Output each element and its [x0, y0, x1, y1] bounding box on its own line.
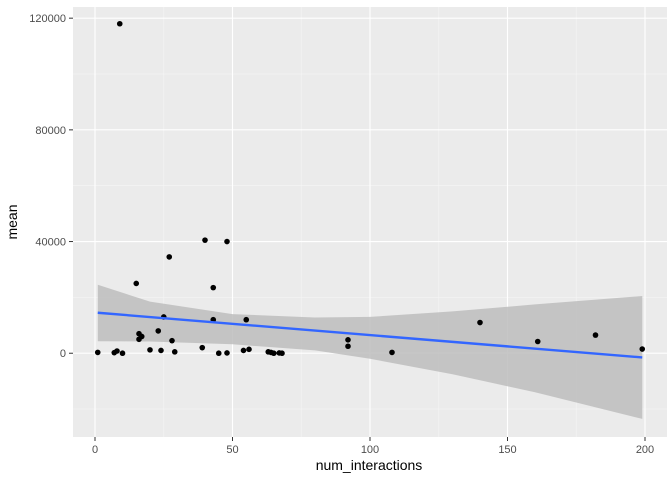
data-point	[202, 237, 208, 243]
data-points	[94, 20, 646, 357]
data-point	[270, 350, 277, 357]
data-point	[240, 347, 247, 354]
data-point	[199, 344, 206, 351]
data-point	[171, 349, 178, 355]
data-point	[158, 347, 164, 354]
regression-line	[97, 311, 643, 359]
data-point	[210, 284, 217, 291]
data-point	[94, 349, 101, 356]
data-point	[114, 348, 120, 354]
x-tick-label: 50	[226, 444, 238, 456]
data-point	[166, 254, 173, 260]
data-point	[243, 316, 250, 323]
y-axis-ticks: 0 40000 80000 120000	[29, 13, 73, 360]
y-tick-label: 120000	[29, 13, 66, 25]
data-point	[224, 238, 230, 245]
x-axis-title: num_interactions	[316, 457, 423, 473]
data-point	[138, 333, 145, 340]
data-point	[246, 346, 252, 353]
data-point	[279, 350, 285, 357]
data-point	[389, 349, 395, 356]
y-tick-label: 80000	[35, 125, 66, 137]
x-tick-label: 0	[92, 444, 98, 456]
data-point	[345, 343, 351, 350]
data-point	[224, 350, 230, 356]
data-point	[116, 20, 123, 27]
data-point	[639, 346, 646, 352]
confidence-band	[97, 284, 643, 419]
data-point	[147, 347, 153, 353]
x-tick-label: 100	[361, 444, 379, 456]
data-point	[534, 338, 541, 345]
data-point	[133, 280, 140, 287]
y-tick-label: 40000	[35, 237, 66, 249]
data-point	[592, 332, 599, 338]
x-tick-label: 200	[636, 444, 654, 456]
x-tick-label: 150	[498, 444, 516, 456]
data-point	[169, 337, 175, 344]
data-point	[477, 319, 483, 326]
data-point	[119, 350, 126, 357]
x-axis-ticks: 0 50 100 150 200	[92, 437, 654, 456]
y-tick-label: 0	[60, 348, 66, 360]
data-point	[215, 350, 222, 357]
y-axis-title: mean	[4, 204, 20, 239]
data-point	[155, 328, 162, 334]
data-point	[345, 337, 351, 343]
